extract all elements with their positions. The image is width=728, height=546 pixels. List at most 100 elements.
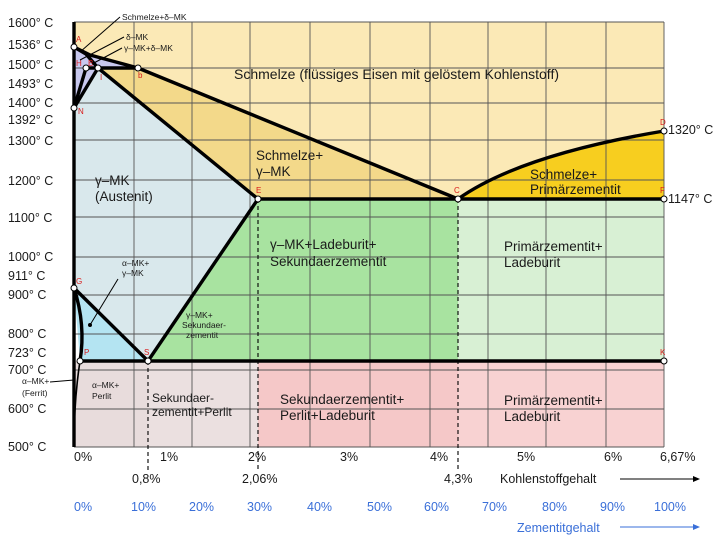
x-tick-2: 2% (248, 450, 266, 464)
y-tick-911: 911° C (8, 269, 45, 283)
cem-tick-80: 80% (542, 500, 567, 514)
label-sek-perlit-led-1: Sekundaerzementit+ (280, 392, 404, 407)
point-marker-a (70, 43, 78, 51)
point-label-p: P (84, 348, 89, 357)
ferrit-pointer (49, 379, 75, 383)
y-tick-1500: 1500° C (8, 58, 53, 72)
y-tick-1400: 1400° C (8, 96, 53, 110)
solidus-line (73, 45, 260, 201)
label-austenit-1: γ–MK (95, 173, 130, 188)
point-label-g: G (76, 277, 82, 286)
top-gamma-delta-pointer (91, 47, 123, 65)
point-label-a: A (76, 35, 82, 44)
y-tick-1200: 1200° C (8, 174, 53, 188)
region-secondary-perlite-fill (148, 361, 258, 447)
label-prim-led-upper-1: Primärzementit+ (504, 239, 603, 254)
y-axis-labels: 1600° C 1536° C 1500° C 1493° C 1400° C … (8, 16, 53, 454)
point-label-e: E (256, 186, 261, 195)
top-schmelze-delta-pointer (79, 16, 121, 53)
label-prim-led-lower-2: Ladeburit (504, 409, 561, 424)
y-tick-1392: 1392° C (8, 113, 53, 127)
label-schmelze-gamma-2: γ–MK (256, 164, 291, 179)
point-label-f: F (660, 186, 665, 195)
cem-axis-title: Zementitgehalt (517, 521, 600, 535)
point-marker-d (660, 127, 668, 135)
y-tick-1100: 1100° C (8, 211, 52, 225)
y-tick-723: 723° C (8, 346, 46, 360)
point-marker-s (144, 357, 152, 365)
label-alpha-gamma-1: α–MK+ (122, 258, 149, 268)
label-alpha-ferrit-2: (Ferrit) (22, 388, 48, 398)
region-ferrite-perlite-fill (74, 361, 148, 447)
alpha-gamma-pointer (89, 278, 119, 326)
cem-tick-60: 60% (424, 500, 449, 514)
label-top-schmelze-delta: Schmelze+δ–MK (122, 12, 187, 22)
point-marker-i (94, 64, 102, 72)
acm-line (146, 198, 260, 362)
label-top-gamma-delta: γ–MK+δ–MK (124, 43, 173, 53)
point-marker-p (76, 357, 84, 365)
x-axis-title: Kohlenstoffgehalt (500, 472, 597, 486)
label-gamma-ledeburit-2: Sekundaerzementit (270, 254, 387, 269)
liquidus-c-d-line (457, 129, 665, 201)
delta-n-line (72, 67, 88, 109)
cem-tick-50: 50% (367, 500, 392, 514)
region-gamma-ledeburite-fill (148, 199, 458, 361)
label-top-delta: δ–MK (126, 32, 149, 42)
point-label-h: H (76, 59, 82, 68)
point-label-s: S (144, 348, 149, 357)
g-p-line (72, 287, 84, 362)
label-sek-perlit-led-2: Perlit+Ladeburit (280, 408, 375, 423)
x-axis-arrow-head (693, 476, 700, 482)
cem-tick-100: 100% (654, 500, 686, 514)
point-marker-c (454, 195, 462, 203)
y-tick-1600: 1600° C (8, 16, 53, 30)
point-marker-f (660, 195, 668, 203)
point-marker-h (82, 64, 90, 72)
region-austenite-fill (74, 68, 258, 361)
region-melt-primary-cementite-fill (458, 131, 664, 199)
alpha-gamma-pointer-dot (88, 323, 92, 327)
point-marker-k (660, 357, 668, 365)
label-gamma-ledeburit-1: γ–MK+Ladeburit+ (270, 237, 377, 252)
y-tick-1493: 1493° C (8, 77, 53, 91)
cem-tick-70: 70% (482, 500, 507, 514)
right-label-1147: 1147° C (668, 192, 712, 206)
label-gamma-sek-2: Sekundaer- (182, 320, 226, 330)
cem-axis-arrow-head (693, 524, 700, 530)
label-sek-perlit-2: zementit+Perlit (152, 405, 232, 419)
x-tick-3: 3% (340, 450, 358, 464)
phase-regions (74, 22, 664, 447)
label-gamma-sek-1: γ–MK+ (186, 310, 213, 320)
label-alpha-perlit-2: Perlit (92, 391, 112, 401)
x-tick-08: 0,8% (132, 472, 161, 486)
label-schmelze-prim-2: Primärzementit (530, 182, 621, 197)
y-tick-800: 800° C (8, 327, 46, 341)
label-schmelze-prim-1: Schmelze+ (530, 167, 597, 182)
top-delta-pointer (79, 36, 125, 61)
point-label-k: K (660, 348, 666, 357)
cem-tick-0: 0% (74, 500, 92, 514)
point-markers (70, 43, 668, 365)
right-label-1320: 1320° C (668, 123, 713, 137)
x-tick-43: 4,3% (444, 472, 473, 486)
point-letters: A H I b B N G P S E C D F K (76, 35, 666, 357)
region-labels: Schmelze (flüssiges Eisen mit gelöstem K… (22, 12, 621, 424)
y-tick-700: 700° C (8, 363, 46, 377)
cem-tick-30: 30% (247, 500, 272, 514)
x-tick-6: 6% (604, 450, 622, 464)
x-tick-1: 1% (160, 450, 178, 464)
x-tick-206: 2,06% (242, 472, 277, 486)
cem-tick-90: 90% (600, 500, 625, 514)
label-sek-perlit-1: Sekundaer- (152, 391, 214, 405)
cem-tick-40: 40% (307, 500, 332, 514)
label-schmelze: Schmelze (flüssiges Eisen mit gelöstem K… (234, 66, 559, 82)
x-axis-labels: 0% 1% 2% 3% 4% 5% 6% 6,67% 0,8% 2,06% 4,… (74, 450, 700, 486)
label-austenit-2: (Austenit) (95, 189, 153, 204)
x-tick-5: 5% (517, 450, 535, 464)
label-prim-led-lower-1: Primärzementit+ (504, 393, 603, 408)
region-secondary-perlite-ledeburite-fill (258, 361, 458, 447)
point-marker-e (254, 195, 262, 203)
label-alpha-perlit-1: α–MK+ (92, 380, 119, 390)
